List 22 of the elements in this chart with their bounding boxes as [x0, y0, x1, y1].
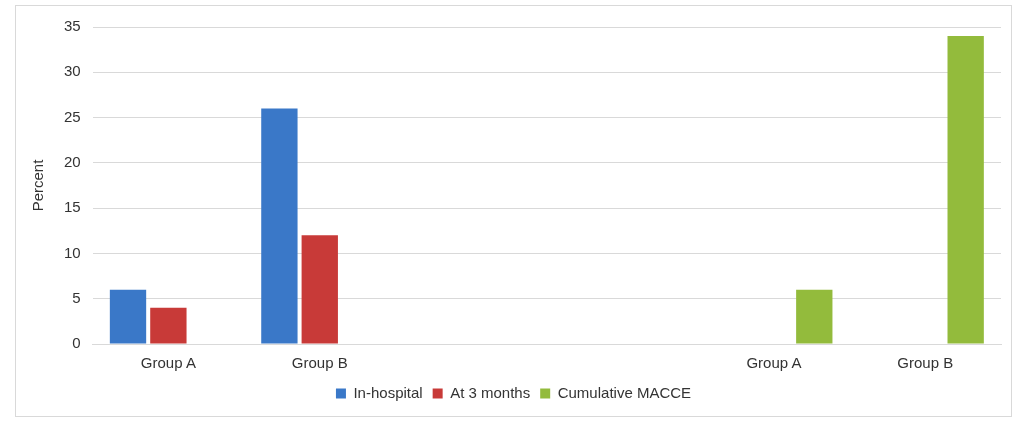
legend-label: Cumulative MACCE: [557, 383, 692, 401]
y-tick-label: 5: [72, 288, 81, 306]
bar: [150, 307, 187, 344]
bar: [301, 235, 338, 344]
y-tick-label: 10: [64, 243, 81, 261]
x-tick-label: Group B: [291, 354, 348, 372]
legend-label: At 3 months: [450, 383, 531, 401]
y-tick-label: 30: [64, 62, 81, 80]
y-tick-label: 25: [64, 107, 81, 125]
legend-label: In-hospital: [353, 383, 423, 401]
bar: [261, 108, 298, 344]
x-tick-label: Group A: [140, 354, 196, 372]
y-tick-label: 35: [64, 17, 81, 35]
x-tick-label: Group B: [897, 354, 954, 372]
bar: [109, 289, 147, 344]
y-tick-label: 20: [64, 153, 81, 170]
x-tick-label: Group A: [746, 354, 802, 372]
y-tick-label: 15: [64, 198, 81, 216]
bar: [947, 36, 984, 344]
bar: [796, 289, 833, 344]
y-axis-title: Percent: [29, 158, 47, 212]
y-tick-label: 0: [72, 334, 81, 352]
